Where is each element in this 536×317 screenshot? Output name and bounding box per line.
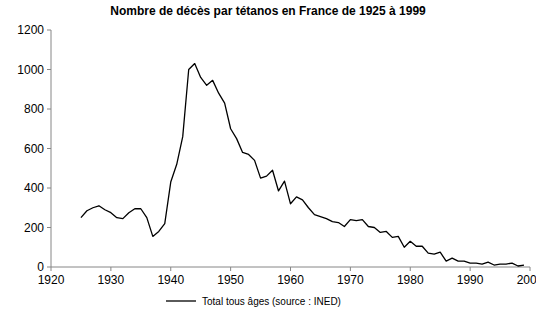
y-tick-label: 800 [24, 102, 44, 116]
y-tick [47, 267, 51, 268]
y-tick-label: 0 [37, 260, 44, 274]
x-tick [230, 267, 231, 271]
x-tick [51, 267, 52, 271]
x-tick [530, 267, 531, 271]
x-tick [290, 267, 291, 271]
y-tick [47, 148, 51, 149]
title: Nombre de décès par tétanos en France de… [110, 4, 426, 18]
x-tick-label: 1940 [157, 273, 184, 287]
y-tick-label: 1200 [17, 23, 44, 37]
y-tick-label: 200 [24, 221, 44, 235]
x-tick-label: 1990 [457, 273, 484, 287]
plot-area [81, 64, 524, 266]
y-tick [47, 30, 51, 31]
y-tick-label: 600 [24, 142, 44, 156]
legend-label: Total tous âges (source : INED) [202, 296, 341, 307]
x-tick-label: 1960 [277, 273, 304, 287]
y-tick [47, 227, 51, 228]
x-tick-label: 1980 [397, 273, 424, 287]
y-tick [47, 109, 51, 110]
legend-swatch [166, 300, 196, 301]
x-tick [410, 267, 411, 271]
x-tick [170, 267, 171, 271]
x-tick-label: 1930 [98, 273, 125, 287]
y-tick [47, 188, 51, 189]
y-tick-label: 400 [24, 181, 44, 195]
x-tick-label: 1920 [38, 273, 65, 287]
x-tick [470, 267, 471, 271]
x-tick [350, 267, 351, 271]
y-tick [47, 69, 51, 70]
series-line [81, 64, 524, 266]
x-tick [110, 267, 111, 271]
y-tick-label: 1000 [17, 63, 44, 77]
x-tick-label: 2000 [517, 273, 536, 287]
x-tick-label: 1950 [217, 273, 244, 287]
x-tick-label: 1970 [337, 273, 364, 287]
chart: Nombre de décès par tétanos en France de… [0, 0, 536, 317]
